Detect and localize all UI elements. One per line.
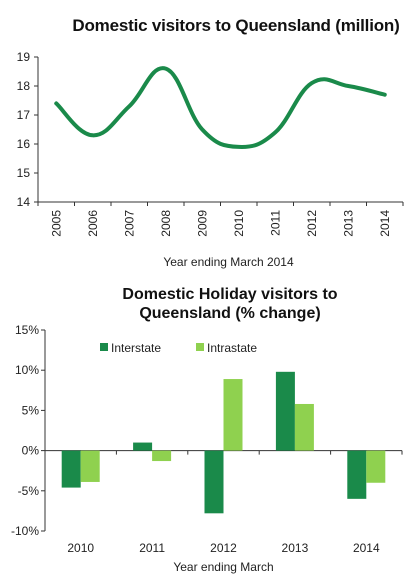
bar-interstate-2011 bbox=[133, 442, 153, 451]
line-x-tick-label: 2007 bbox=[122, 210, 136, 237]
bar-y-tick-label: -5% bbox=[18, 484, 40, 498]
line-x-tick-label: 2011 bbox=[268, 210, 282, 236]
bar-y-tick-label: 10% bbox=[15, 363, 39, 377]
bar-interstate-2014 bbox=[347, 450, 367, 499]
legend-swatch-interstate bbox=[100, 343, 108, 351]
line-y-tick-label: 14 bbox=[17, 195, 31, 209]
line-x-tick-label: 2012 bbox=[305, 210, 319, 237]
bar-x-tick-label: 2014 bbox=[353, 541, 380, 555]
bar-chart-title: Domestic Holiday visitors to Queensland … bbox=[122, 286, 338, 322]
line-x-tick-label: 2014 bbox=[378, 210, 392, 237]
bar-x-tick-label: 2013 bbox=[282, 541, 309, 555]
line-x-tick-label: 2008 bbox=[159, 210, 173, 237]
line-x-tick-label: 2013 bbox=[341, 210, 355, 237]
line-chart-title: Domestic visitors to Queensland (million… bbox=[72, 16, 400, 35]
bar-intrastate-2014 bbox=[366, 450, 386, 483]
bar-x-tick-label: 2011 bbox=[139, 541, 165, 555]
line-y-tick-label: 17 bbox=[17, 108, 31, 122]
bar-intrastate-2011 bbox=[152, 450, 172, 462]
line-y-tick-label: 16 bbox=[17, 137, 31, 151]
bar-y-tick-label: 15% bbox=[15, 323, 39, 337]
line-x-tick-label: 2010 bbox=[232, 210, 246, 237]
line-x-tick-label: 2006 bbox=[86, 210, 100, 237]
line-y-tick-label: 15 bbox=[17, 166, 31, 180]
legend-swatch-intrastate bbox=[196, 343, 204, 351]
bar-y-tick-label: -10% bbox=[11, 524, 39, 538]
line-y-tick-label: 18 bbox=[17, 79, 31, 93]
bar-interstate-2010 bbox=[61, 450, 81, 488]
line-y-tick-label: 19 bbox=[17, 50, 31, 64]
line-x-tick-label: 2009 bbox=[195, 210, 209, 237]
bar-intrastate-2010 bbox=[80, 450, 100, 482]
bar-intrastate-2013 bbox=[294, 403, 314, 451]
bar-interstate-2013 bbox=[275, 371, 295, 451]
bar-x-tick-label: 2012 bbox=[210, 541, 237, 555]
bar-interstate-2012 bbox=[204, 450, 224, 514]
line-series-visitors bbox=[54, 66, 387, 149]
line-x-axis-label: Year ending March 2014 bbox=[163, 255, 294, 269]
line-x-tick-label: 2005 bbox=[49, 210, 63, 237]
legend-label-interstate: Interstate bbox=[111, 341, 161, 355]
bar-x-axis-label: Year ending March bbox=[173, 560, 273, 574]
bar-x-tick-label: 2010 bbox=[67, 541, 94, 555]
bar-intrastate-2012 bbox=[223, 379, 243, 451]
legend-label-intrastate: Intrastate bbox=[207, 341, 257, 355]
bar-y-tick-label: 5% bbox=[22, 403, 40, 417]
bar-y-tick-label: 0% bbox=[22, 444, 40, 458]
